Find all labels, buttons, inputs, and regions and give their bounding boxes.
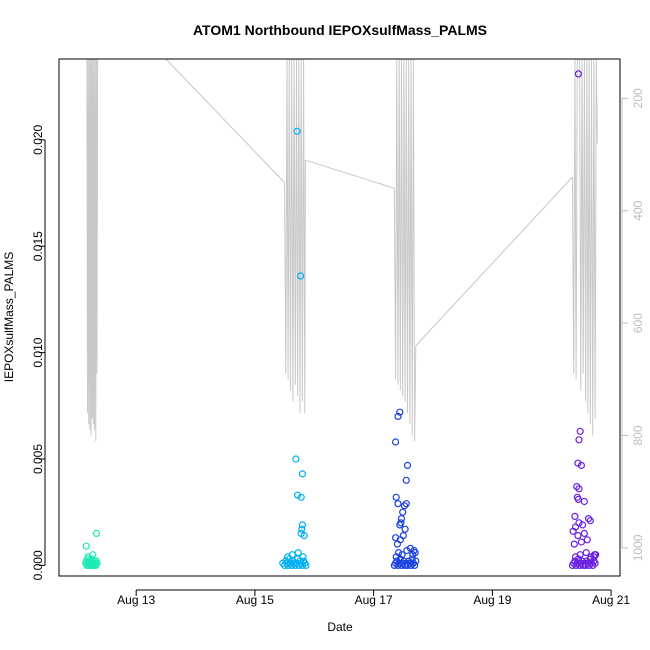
- x-tick-label: Aug 17: [355, 593, 393, 607]
- data-point: [571, 523, 580, 531]
- data-point: [399, 508, 407, 516]
- altitude-line: [393, 58, 417, 442]
- x-tick-label: Aug 13: [117, 593, 155, 607]
- data-point: [298, 525, 306, 533]
- data-point: [298, 470, 306, 478]
- y-tick-label: 0.015: [31, 231, 45, 261]
- y-axis-label: IEPOXsulfMass_PALMS: [2, 252, 16, 383]
- data-point: [299, 553, 307, 561]
- right-tick-label: 1000: [631, 534, 645, 561]
- data-point: [576, 427, 584, 435]
- data-point: [409, 551, 417, 559]
- right-tick-label: 200: [631, 88, 645, 108]
- data-point: [302, 561, 310, 570]
- data-point: [92, 529, 101, 538]
- data-point: [581, 561, 590, 570]
- data-point: [294, 548, 302, 557]
- altitude-line: [415, 176, 573, 346]
- data-point: [574, 70, 583, 78]
- data-point: [412, 557, 420, 565]
- data-point: [396, 408, 404, 416]
- data-point: [408, 555, 416, 563]
- data-point: [577, 461, 586, 469]
- data-point: [580, 497, 589, 506]
- data-point: [582, 548, 590, 557]
- right-tick-label: 600: [631, 313, 645, 333]
- data-point: [402, 476, 410, 484]
- data-point: [394, 500, 402, 508]
- altitude-line: [86, 58, 99, 442]
- data-point: [292, 559, 301, 567]
- data-point: [403, 561, 412, 570]
- data-point: [84, 553, 92, 561]
- y-tick-label: 0.005: [31, 444, 45, 474]
- data-point: [395, 548, 403, 557]
- right-tick-label: 400: [631, 200, 645, 220]
- data-point: [394, 412, 402, 420]
- x-tick-label: Aug 21: [592, 593, 630, 607]
- altitude-lines: [86, 58, 598, 442]
- chart-title: ATOM1 Northbound IEPOXsulfMass_PALMS: [193, 22, 487, 38]
- data-point: [93, 559, 101, 567]
- x-tick-label: Aug 19: [473, 593, 511, 607]
- data-point: [584, 514, 593, 523]
- data-point: [397, 514, 406, 523]
- data-point: [592, 551, 600, 559]
- data-point: [575, 519, 583, 527]
- altitude-line: [165, 58, 306, 414]
- x-tick-label: Aug 15: [236, 593, 274, 607]
- plot-frame: [58, 58, 621, 577]
- data-point: [293, 127, 301, 135]
- altitude-line: [572, 58, 598, 436]
- data-point: [400, 502, 409, 510]
- y-tick-label: 0.010: [31, 337, 45, 367]
- data-point: [578, 521, 587, 529]
- data-point: [586, 517, 594, 525]
- data-point: [574, 531, 582, 540]
- y-tick-label: 0.000: [31, 550, 45, 580]
- data-point: [406, 544, 414, 552]
- data-point: [583, 536, 591, 544]
- data-point: [411, 561, 419, 570]
- data-point: [392, 438, 400, 446]
- axes: Aug 13 Aug 15 Aug 17 Aug 19 Aug 21 0.000 0.005…: [31, 88, 645, 607]
- altitude-line: [305, 159, 395, 189]
- data-point: [399, 531, 407, 540]
- data-point: [574, 495, 583, 503]
- data-point: [576, 551, 584, 559]
- data-point: [402, 500, 410, 508]
- data-point: [297, 272, 305, 280]
- data-point: [401, 525, 409, 533]
- data-point: [393, 540, 401, 548]
- data-point: [575, 485, 583, 493]
- y-tick-label: 0.020: [31, 124, 45, 154]
- data-point: [392, 493, 400, 501]
- right-tick-label: 800: [631, 425, 645, 445]
- data-point: [300, 531, 308, 540]
- data-point: [298, 521, 306, 529]
- data-point: [577, 538, 586, 546]
- data-point: [580, 529, 589, 538]
- data-point: [570, 540, 578, 548]
- data-point: [575, 436, 583, 444]
- data-point: [294, 491, 302, 499]
- data-point: [82, 542, 90, 550]
- data-point: [403, 461, 412, 469]
- data-point: [297, 493, 305, 501]
- data-point: [397, 519, 405, 527]
- x-axis-label: Date: [327, 620, 353, 634]
- data-point: [571, 512, 579, 521]
- data-point: [573, 483, 581, 491]
- scatter-points: [82, 70, 600, 570]
- data-point: [292, 455, 300, 463]
- data-point: [398, 551, 406, 559]
